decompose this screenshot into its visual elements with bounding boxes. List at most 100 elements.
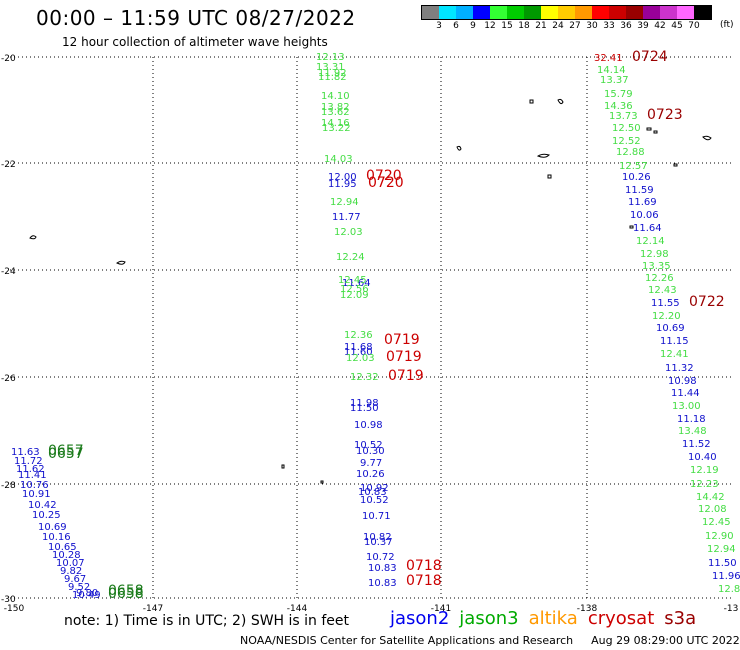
map-gridlines bbox=[10, 56, 731, 599]
satellite-legend-jason3: jason3 bbox=[459, 608, 519, 629]
chart-subtitle: 12 hour collection of altimeter wave hei… bbox=[62, 35, 328, 49]
island-outline bbox=[557, 98, 564, 105]
wave-height-value: 11.63 bbox=[11, 447, 40, 458]
color-scale-legend: 3 6 9 12 15 18 21 24 27 30 33 36 39 42 45 70 bbox=[421, 5, 712, 32]
legend-swatch bbox=[456, 6, 473, 19]
satellite-legend-altika: altika bbox=[528, 608, 578, 629]
footer-note: note: 1) Time is in UTC; 2) SWH is in fe… bbox=[64, 613, 350, 629]
wave-height-value: 14.03 bbox=[324, 154, 353, 165]
map-tick-labels: -150 -147 -144 -141 -138 -13 -20 -22 -24 -26 -28 -3… bbox=[1, 54, 738, 614]
wave-height-value: 12.98 bbox=[640, 249, 669, 260]
wave-height-value: 11.96 bbox=[712, 571, 740, 582]
legend-label: 36 bbox=[620, 21, 632, 31]
wave-height-value: 10.52 bbox=[354, 440, 383, 451]
wave-height-value: 11.50 bbox=[708, 558, 737, 569]
lon-tick-label: -147 bbox=[143, 604, 163, 614]
legend-label: 30 bbox=[586, 21, 598, 31]
lon-tick-label: -150 bbox=[4, 604, 25, 614]
wave-height-value: 9.80 bbox=[76, 588, 98, 599]
pass-time-label: 0657 bbox=[48, 446, 84, 462]
pass-time-label: 0719 bbox=[386, 349, 422, 365]
pass-time-label: 0720 bbox=[366, 168, 402, 184]
legend-label: 6 bbox=[453, 21, 459, 31]
legend-swatch bbox=[643, 6, 660, 19]
legend-label: 27 bbox=[569, 21, 581, 31]
wave-height-value: 13.37 bbox=[600, 75, 629, 86]
lat-tick-label: -20 bbox=[1, 54, 16, 64]
legend-swatch bbox=[626, 6, 643, 19]
pass-time-label: 0658 bbox=[108, 583, 144, 599]
satellite-legend-cryosat: cryosat bbox=[587, 608, 655, 629]
wave-height-value: 9.77 bbox=[360, 458, 382, 469]
satellite-legend: jason2 jason3 altika cryosat s3a bbox=[390, 608, 706, 629]
wave-height-value: 12.88 bbox=[616, 147, 645, 158]
wave-height-value: 10.06 bbox=[630, 210, 659, 221]
wave-height-value: 14.42 bbox=[696, 492, 725, 503]
wave-height-value: 12.00 bbox=[328, 172, 357, 183]
legend-swatch bbox=[677, 6, 694, 19]
wave-height-value: 12.13 bbox=[316, 52, 345, 63]
wave-height-value: 11.41 bbox=[18, 470, 47, 481]
wave-height-value: 10.91 bbox=[22, 489, 51, 500]
credit-text: NOAA/NESDIS Center for Satellite Applica… bbox=[240, 634, 574, 647]
wave-height-value: 13.73 bbox=[609, 111, 638, 122]
island-outline bbox=[536, 153, 550, 158]
island-outline bbox=[646, 127, 652, 131]
wave-height-value: 11.64 bbox=[633, 223, 662, 234]
lon-tick-label: -138 bbox=[577, 604, 598, 614]
satellite-legend-jason2: jason2 bbox=[390, 608, 450, 629]
chart-title: 00:00 – 11:59 UTC 08/27/2022 bbox=[36, 6, 356, 30]
wave-height-value: 12.08 bbox=[698, 504, 727, 515]
pass-time-label: 0724 bbox=[632, 49, 668, 65]
island-outline bbox=[547, 174, 552, 179]
satellite-legend-s3a: s3a bbox=[664, 608, 697, 629]
wave-height-value: 10.26 bbox=[356, 469, 385, 480]
map-islands bbox=[29, 98, 712, 484]
island-outline bbox=[116, 260, 126, 265]
wave-height-value: 9.82 bbox=[60, 566, 82, 577]
legend-swatch bbox=[439, 6, 456, 19]
lat-tick-label: -22 bbox=[1, 160, 16, 170]
wave-height-value: 11.52 bbox=[682, 439, 711, 450]
legend-swatch bbox=[524, 6, 541, 19]
legend-swatch bbox=[575, 6, 592, 19]
wave-height-value: 12.57 bbox=[619, 161, 648, 172]
wave-height-value: 10.69 bbox=[656, 323, 685, 334]
legend-label: 3 bbox=[436, 21, 442, 31]
legend-unit: (ft) bbox=[720, 20, 734, 30]
legend-swatch bbox=[660, 6, 677, 19]
legend-label: 21 bbox=[535, 21, 547, 31]
wave-height-value: 13.82 bbox=[321, 102, 350, 113]
wave-height-value: 10.28 bbox=[52, 550, 81, 561]
color-scale-swatches bbox=[421, 5, 712, 20]
lat-tick-label: -30 bbox=[1, 595, 16, 605]
island-outline bbox=[702, 135, 712, 141]
wave-height-value: 10.83 bbox=[368, 563, 397, 574]
footer-credit: NOAA/NESDIS Center for Satellite Applica… bbox=[240, 634, 740, 647]
wave-height-value: 12.94 bbox=[330, 197, 359, 208]
legend-label: 70 bbox=[688, 21, 700, 31]
pass-time-label: 0719 bbox=[388, 368, 424, 384]
wave-height-value: 14.36 bbox=[604, 101, 633, 112]
wave-height-value: 13.35 bbox=[642, 261, 671, 272]
pass-time-label: 0657 bbox=[48, 443, 84, 459]
island-outline bbox=[281, 464, 285, 469]
island-outline bbox=[29, 235, 37, 240]
legend-label: 39 bbox=[637, 21, 649, 31]
wave-height-value: 11.72 bbox=[14, 456, 43, 467]
wave-height-value: 13.48 bbox=[678, 426, 707, 437]
wave-height-value: 10.40 bbox=[688, 452, 717, 463]
lat-tick-label: -28 bbox=[1, 481, 16, 491]
wave-height-value: 10.65 bbox=[48, 542, 77, 553]
pass-time-label: 0719 bbox=[384, 332, 420, 348]
wave-height-value: 10.49 bbox=[72, 590, 101, 601]
wave-height-value: 12.24 bbox=[336, 252, 365, 263]
lon-tick-label: -13 bbox=[724, 604, 739, 614]
legend-swatch bbox=[558, 6, 575, 19]
wave-height-value: 12.23 bbox=[690, 479, 719, 490]
wave-height-value: 12.03 bbox=[334, 227, 363, 238]
wave-height-value: 11.59 bbox=[625, 185, 654, 196]
wave-height-value: 12.89 bbox=[718, 584, 740, 595]
